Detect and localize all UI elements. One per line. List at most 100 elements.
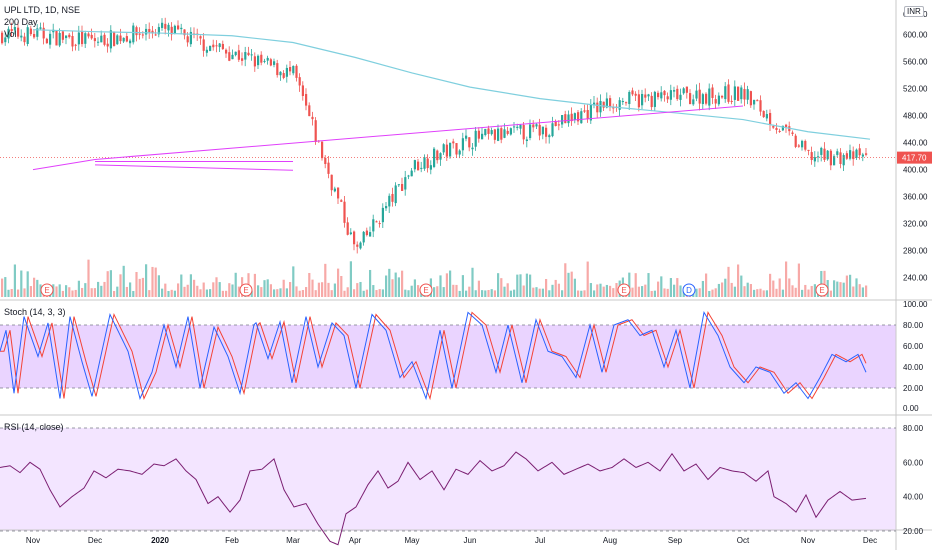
candle-body [292,65,295,74]
volume-bar [343,290,346,297]
volume-bar [7,289,10,297]
price-tick-label: 560.00 [903,57,928,66]
candle-body [727,84,730,102]
candle-body [119,35,122,42]
volume-bar [676,278,679,297]
volume-bar [589,283,592,297]
candle-body [493,129,496,140]
volume-bar [17,289,20,297]
candle-body [186,36,189,43]
candle-body [321,141,324,159]
x-tick-label: Feb [225,536,239,545]
candle-body [410,170,413,177]
candle-body [781,125,784,131]
event-marker-label: D [686,286,692,295]
volume-bar [586,261,589,297]
volume-bar [772,280,775,297]
volume-bar [679,285,682,297]
volume-bar [436,286,439,297]
volume-bar [106,271,109,297]
volume-bar [404,289,407,297]
volume-bar [753,289,756,297]
volume-bar [215,277,218,297]
volume-bar [90,288,93,297]
candle-body [330,174,333,191]
candle-body [791,132,794,134]
volume-bar [535,287,538,297]
candle-body [167,24,170,31]
event-marker [815,283,829,297]
candle-body [81,31,84,45]
candle-body [682,88,685,94]
candle-body [599,100,602,113]
candle-body [343,201,346,223]
candle-body [221,43,224,50]
candle-body [471,147,474,150]
volume-bar [490,289,493,297]
candle-body [695,90,698,99]
candle-body [577,112,580,122]
volume-bar [167,290,170,297]
volume-bar [157,275,160,297]
volume-bar [231,284,234,297]
candle-body [381,207,384,223]
volume-bar [276,289,279,297]
candle-body [458,150,461,155]
volume-bar [311,279,314,297]
candle-body [324,157,327,165]
candle-body [477,130,480,139]
volume-bar [125,286,128,297]
price-tick-label: 360.00 [903,193,928,202]
volume-bar [842,282,845,297]
candle-body [746,89,749,100]
volume-bar [500,278,503,297]
stoch-tick-label: 0.00 [903,404,919,413]
candle-body [327,162,330,174]
candle-body [522,125,525,140]
candle-body [433,148,436,167]
volume-bar [484,290,487,297]
volume-bar [375,290,378,297]
candle-body [500,128,503,140]
candle-body [852,151,855,160]
volume-bar [513,289,516,297]
volume-bar [116,286,119,297]
candle-body [561,115,564,125]
candle-body [650,95,653,108]
volume-bar [861,287,864,297]
candle-body [778,130,781,132]
candle-body [266,57,269,61]
volume-bar [295,286,298,297]
candle-body [535,124,538,127]
rsi-tick-label: 80.00 [903,424,924,433]
volume-bar [292,266,295,297]
candle-body [106,43,109,47]
currency-badge[interactable]: INR [904,6,924,17]
volume-bar [193,279,196,297]
volume-bar [634,273,637,297]
candle-body [529,124,532,139]
volume-bar [548,290,551,297]
volume-bar [593,290,596,297]
volume-bar [417,285,420,297]
price-tick-label: 320.00 [903,220,928,229]
volume-bar [445,273,448,297]
volume-bar [538,288,541,297]
candle-body [365,230,368,236]
candle-body [797,145,800,147]
candle-body [250,54,253,56]
volume-bar [455,284,458,297]
candle-body [497,128,500,141]
candle-body [369,232,372,237]
volume-bar [474,290,477,297]
candle-body [215,45,218,47]
candle-body [218,43,221,48]
x-tick-label: Mar [286,536,300,545]
price-tick-label: 400.00 [903,166,928,175]
candle-body [733,86,736,100]
stoch-tick-label: 20.00 [903,384,924,393]
volume-bar [10,288,13,297]
volume-bar [865,285,868,297]
candle-body [724,86,727,100]
